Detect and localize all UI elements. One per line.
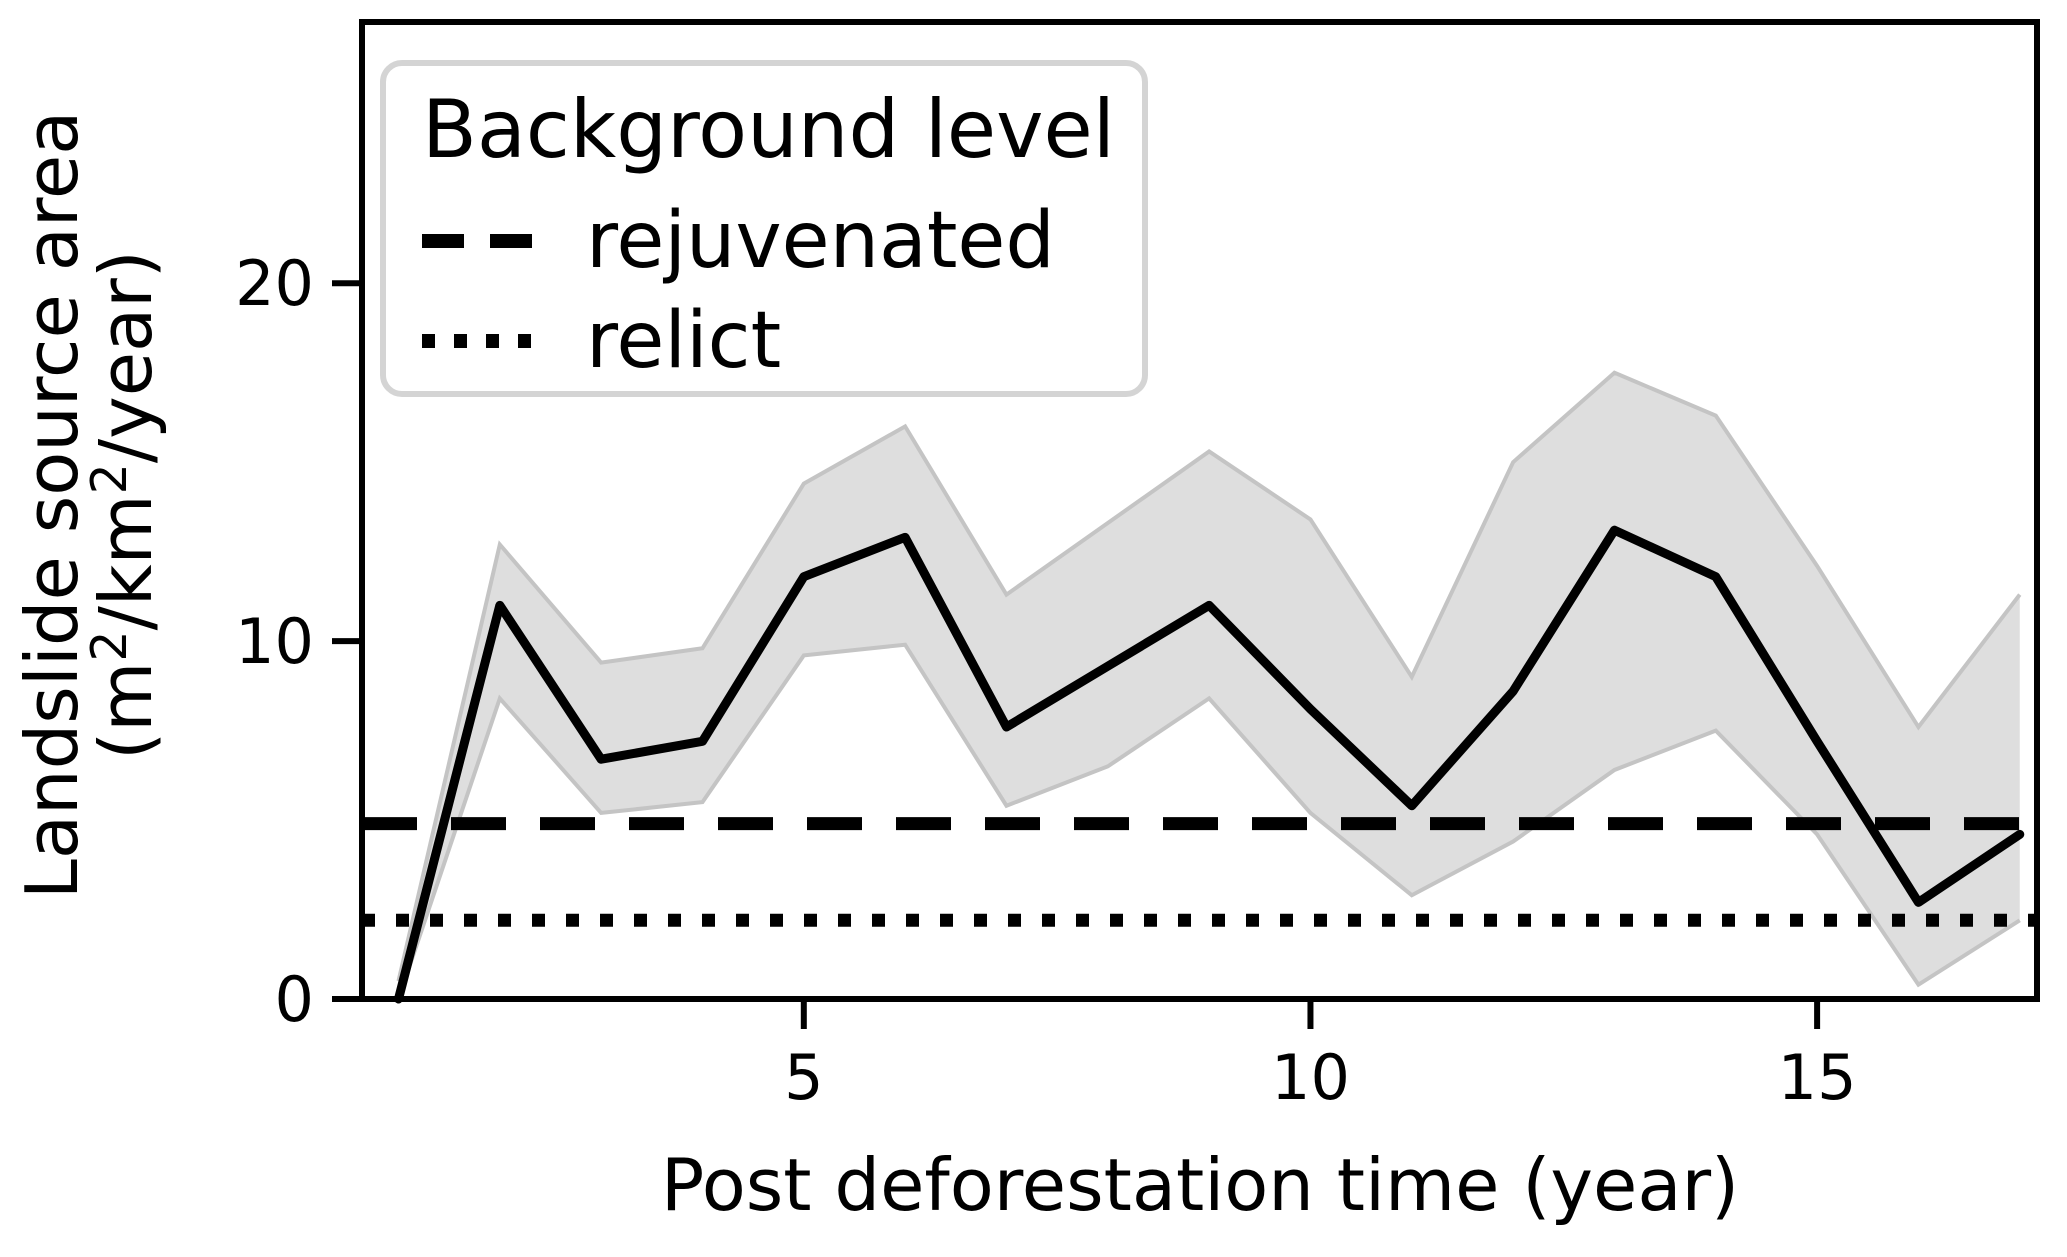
y-axis-label-line1: Landslide source area: [10, 110, 94, 900]
axes-spines: [359, 19, 2040, 1002]
x-tick-label: 5: [784, 1041, 823, 1114]
y-axis-label-line2: (m2/km2/year): [81, 250, 168, 760]
mean-line: [393, 525, 2025, 1004]
confidence-band-lower-edge: [396, 642, 2021, 1000]
y-tick-label: 20: [235, 247, 314, 320]
superscript: 2: [81, 463, 138, 495]
legend-item-rejuvenated: rejuvenated: [422, 196, 1142, 286]
unit-text: (m: [84, 661, 168, 760]
dotted-line-sample-icon: [422, 334, 546, 348]
superscript: 2: [81, 630, 138, 662]
legend: Background level rejuvenated relict: [380, 60, 1148, 397]
legend-title: Background level: [422, 83, 1115, 176]
confidence-band-upper-edge: [396, 370, 2022, 982]
legend-item-label: relict: [586, 296, 782, 386]
x-axis-label: Post deforestation time (year): [660, 1143, 1740, 1227]
x-tick-label: 10: [1271, 1041, 1350, 1114]
y-tick-label: 10: [235, 605, 314, 678]
confidence-band: [398, 372, 2020, 999]
unit-text: /year): [84, 250, 168, 464]
dashed-line-sample-icon: [422, 234, 546, 248]
unit-text: /km: [84, 494, 168, 631]
legend-item-relict: relict: [422, 296, 1142, 386]
legend-item-label: rejuvenated: [586, 196, 1055, 286]
y-tick-label: 0: [275, 963, 314, 1036]
x-tick-label: 15: [1778, 1041, 1857, 1114]
